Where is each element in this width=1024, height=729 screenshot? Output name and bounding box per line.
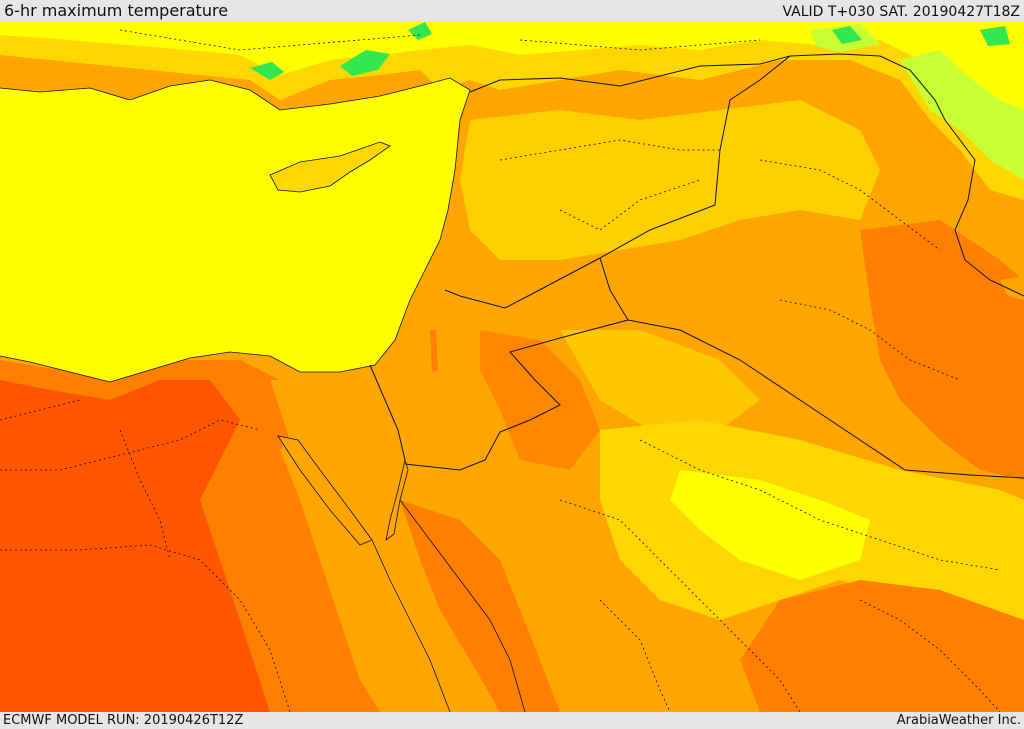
northern-coolest-area <box>0 21 1024 140</box>
credit-label: ArabiaWeather Inc. <box>896 713 1021 728</box>
model-run-label: ECMWF MODEL RUN: 20190426T12Z <box>3 713 244 728</box>
footer-bar: ECMWF MODEL RUN: 20190426T12Z ArabiaWeat… <box>0 712 1024 729</box>
border-syria-iraq <box>444 55 791 309</box>
sinai-warm <box>270 380 400 530</box>
coastline-red-sea <box>371 499 526 712</box>
red-sea <box>330 520 460 712</box>
green-patch-1 <box>250 62 284 80</box>
header-bar: 6-hr maximum temperature VALID T+030 SAT… <box>0 0 1024 21</box>
cyprus <box>269 141 391 193</box>
hot-area-east <box>860 220 1024 480</box>
province-borders <box>0 29 1001 712</box>
hot-area-jordan <box>480 330 600 470</box>
border-egypt-israel <box>369 364 406 461</box>
mild-area-central <box>560 330 760 430</box>
valid-time: VALID T+030 SAT. 20190427T18Z <box>782 4 1020 20</box>
green-patch-5 <box>832 26 862 44</box>
coastline-med <box>0 89 471 383</box>
green-patch-6 <box>980 26 1010 46</box>
hot-area-southeast <box>740 580 1024 712</box>
border-iraq-saudi <box>627 319 1024 479</box>
green-patch-2 <box>340 50 390 76</box>
dead-sea <box>430 330 438 372</box>
map-canvas <box>0 21 1024 712</box>
persian-gulf-tip <box>1000 276 1024 300</box>
border-syria-turkey <box>469 53 881 93</box>
green-patch-7 <box>900 50 1024 180</box>
border-iraq-iran <box>879 55 1024 297</box>
forecast-map <box>0 21 1024 712</box>
yellow-area-saudi <box>670 470 870 580</box>
border-jordan-saudi <box>404 257 629 471</box>
northern-cool-area <box>0 21 1024 200</box>
mild-band-levant <box>460 100 880 260</box>
map-title: 6-hr maximum temperature <box>4 1 229 20</box>
gulf-of-aqaba <box>385 458 409 541</box>
coastline-north <box>0 77 471 111</box>
